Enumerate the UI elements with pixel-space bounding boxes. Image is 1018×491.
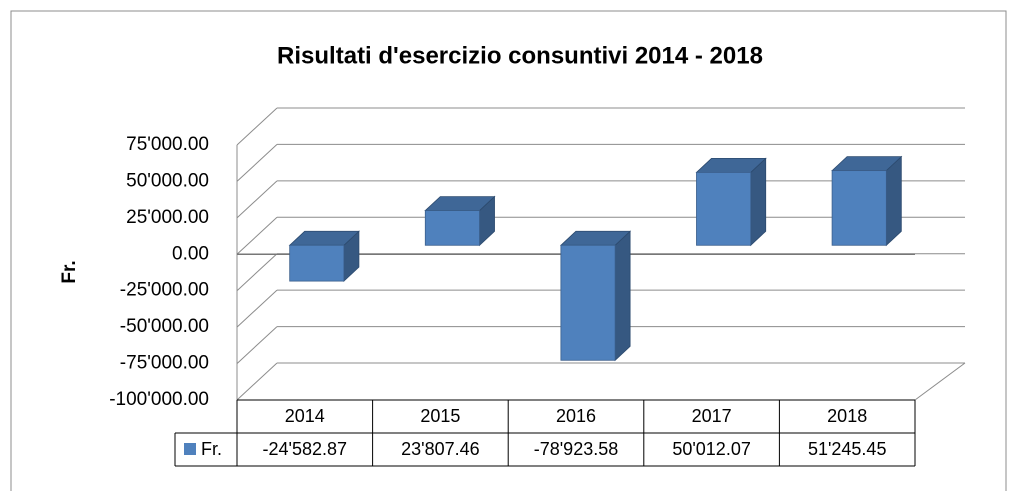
bar xyxy=(424,210,480,246)
y-axis-title: Fr. xyxy=(59,260,80,283)
bar xyxy=(560,244,616,361)
table-value: -78'923.58 xyxy=(534,439,619,459)
left-wall-line xyxy=(236,180,278,219)
bar xyxy=(289,244,345,282)
x-tick-label: 2017 xyxy=(692,406,732,426)
bar-side xyxy=(614,230,631,362)
y-tick-label: -100'000.00 xyxy=(109,389,209,410)
y-tick-label: -75'000.00 xyxy=(120,353,209,374)
y-tick-label: 0.00 xyxy=(172,243,209,264)
bar xyxy=(696,172,752,246)
table-value: 51'245.45 xyxy=(808,439,887,459)
x-tick-label: 2018 xyxy=(827,406,867,426)
left-wall-line xyxy=(236,144,278,182)
left-wall-line xyxy=(236,216,278,255)
bar xyxy=(831,170,887,246)
bar-side xyxy=(750,157,767,247)
left-wall-line xyxy=(236,253,278,292)
floor-right xyxy=(914,362,966,401)
table-value: 50'012.07 xyxy=(672,439,751,459)
table-value: -24'582.87 xyxy=(263,439,348,459)
chart-title: Risultati d'esercizio consuntivi 2014 - … xyxy=(277,42,763,69)
table-value: 23'807.46 xyxy=(401,439,480,459)
y-tick-label: 75'000.00 xyxy=(126,134,209,155)
legend-label: Fr. xyxy=(201,439,222,459)
y-tick-label: 50'000.00 xyxy=(126,170,209,191)
legend-swatch xyxy=(184,443,196,455)
y-tick-label: -50'000.00 xyxy=(120,316,209,337)
left-wall-line xyxy=(236,326,278,364)
y-tick-label: -25'000.00 xyxy=(120,280,209,301)
bar-side xyxy=(885,155,902,247)
y-tick-label: 25'000.00 xyxy=(126,207,209,228)
left-wall-line xyxy=(236,362,278,401)
left-wall-line xyxy=(236,289,278,328)
x-tick-label: 2015 xyxy=(420,406,460,426)
x-tick-label: 2014 xyxy=(285,406,325,426)
left-wall-line xyxy=(236,107,278,146)
x-tick-label: 2016 xyxy=(556,406,596,426)
